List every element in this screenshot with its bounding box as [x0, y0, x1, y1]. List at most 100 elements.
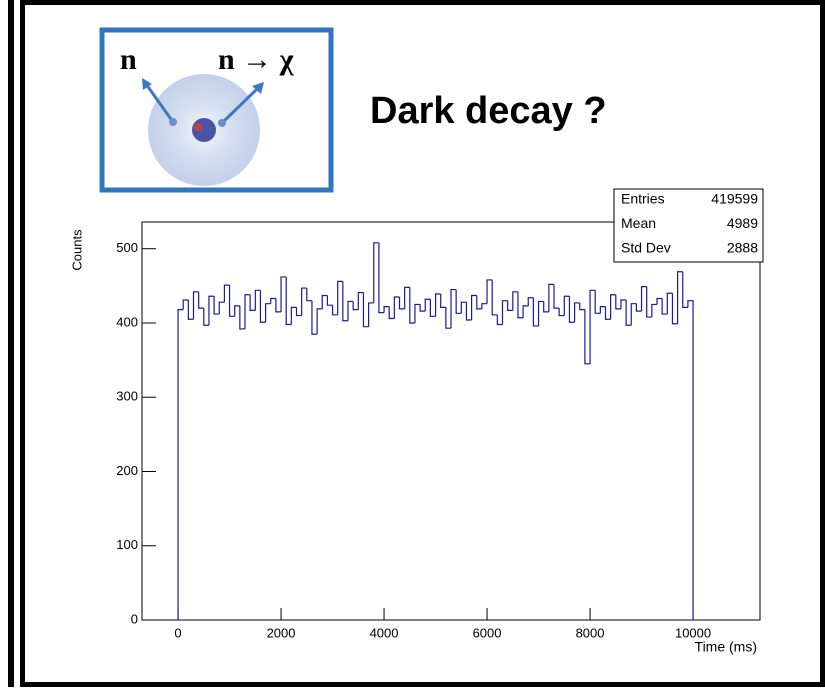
histogram-bin: [589, 289, 596, 364]
y-tick-label: 400: [116, 314, 138, 329]
stats-label: Entries: [621, 191, 665, 207]
y-tick-label: 200: [116, 463, 138, 478]
neutron: [218, 119, 226, 127]
histogram-bin: [491, 279, 498, 316]
histogram-bin: [295, 307, 302, 317]
histogram-bin: [388, 306, 395, 320]
histogram-bin: [326, 295, 333, 306]
histogram-bin: [615, 294, 621, 310]
x-tick-label: 10000: [675, 625, 711, 640]
x-axis-label: Time (ms): [695, 639, 757, 655]
histogram-bin: [486, 279, 493, 304]
histogram-bin: [661, 298, 668, 315]
histogram-bin: [440, 294, 446, 308]
histogram-bin: [568, 296, 575, 323]
y-tick-label: 100: [116, 537, 138, 552]
histogram-bin: [409, 287, 415, 324]
histogram-bin: [476, 295, 482, 310]
histogram-bin: [635, 303, 642, 312]
y-tick-label: 500: [116, 240, 138, 255]
histogram-bin: [192, 291, 199, 320]
histogram-bin: [450, 288, 457, 329]
histogram-bin: [383, 306, 390, 313]
histogram-bin: [532, 297, 539, 327]
histogram-bin: [331, 305, 338, 316]
neutron: [169, 118, 177, 126]
histogram-bin: [548, 283, 554, 312]
histogram-bin: [254, 289, 261, 311]
histogram-bin: [465, 302, 472, 321]
stats-value: 4989: [727, 215, 758, 231]
histogram-bin: [352, 301, 359, 311]
histogram-bin: [218, 301, 225, 315]
histogram-bin: [517, 291, 524, 319]
histogram-bin: [373, 242, 379, 303]
histogram-bin: [574, 302, 580, 323]
histogram-bin: [604, 306, 611, 320]
histogram-bin: [347, 300, 354, 321]
histogram-bin: [368, 302, 374, 327]
slide-title: Dark decay ?: [370, 90, 607, 132]
histogram-bin: [213, 296, 220, 315]
histogram-bin: [455, 289, 462, 314]
histogram-bin: [249, 294, 256, 311]
histogram-bin: [579, 302, 585, 311]
stats-box: [613, 188, 764, 263]
histogram-bin: [671, 293, 678, 325]
histogram-bin: [677, 271, 683, 324]
histogram-bin: [687, 300, 694, 620]
arrow: [144, 83, 175, 123]
histogram-bin: [594, 290, 601, 314]
histogram-bin: [620, 299, 627, 309]
histogram-bin: [321, 294, 328, 309]
histogram-bin: [537, 300, 544, 326]
histogram-bin: [270, 297, 276, 304]
histogram-bin: [398, 296, 405, 310]
histogram-bin: [625, 299, 632, 326]
histogram-bin: [342, 281, 348, 322]
histogram-bin: [265, 303, 271, 323]
histogram-bin: [234, 305, 240, 317]
x-tick-label: 0: [174, 625, 181, 640]
slide-frame: [20, 0, 825, 687]
stats-value: 2888: [727, 240, 758, 256]
arrowhead: [252, 82, 264, 94]
histogram-bin: [316, 308, 323, 335]
histogram-bin: [203, 308, 209, 326]
histogram-bin: [404, 286, 410, 309]
histogram-bin: [471, 294, 477, 321]
histogram-bin: [429, 299, 436, 317]
histogram-bin: [584, 309, 591, 365]
histogram-bin: [507, 300, 513, 311]
stats-label: Mean: [621, 215, 656, 231]
arrow: [220, 86, 260, 125]
histogram-bin: [656, 297, 663, 305]
arrowhead: [142, 78, 152, 90]
proton: [194, 123, 202, 131]
histogram-bin: [599, 306, 606, 314]
x-tick-label: 8000: [576, 625, 605, 640]
histogram-bin: [393, 296, 400, 319]
histogram-bin: [646, 286, 652, 318]
histogram-bin: [285, 276, 292, 326]
histogram-bin: [208, 295, 215, 326]
stats-label: Std Dev: [621, 240, 671, 256]
histogram-bin: [280, 276, 287, 312]
histogram-bin: [522, 305, 529, 318]
histogram-bin: [543, 301, 549, 313]
histogram-bin: [177, 309, 184, 620]
histogram-bin: [223, 284, 230, 303]
histogram-bin: [501, 300, 508, 325]
histogram-bin: [414, 303, 421, 323]
histogram-bin: [198, 291, 204, 309]
histogram-bin: [378, 242, 385, 314]
x-tick-label: 6000: [473, 625, 502, 640]
stats-value: 419599: [711, 191, 758, 207]
histogram-bin: [630, 303, 637, 326]
y-tick-label: 300: [116, 389, 138, 404]
histogram-bin: [306, 288, 312, 302]
y-tick-label: 0: [131, 611, 138, 626]
x-tick-label: 4000: [370, 625, 399, 640]
histogram-bin: [362, 292, 369, 328]
